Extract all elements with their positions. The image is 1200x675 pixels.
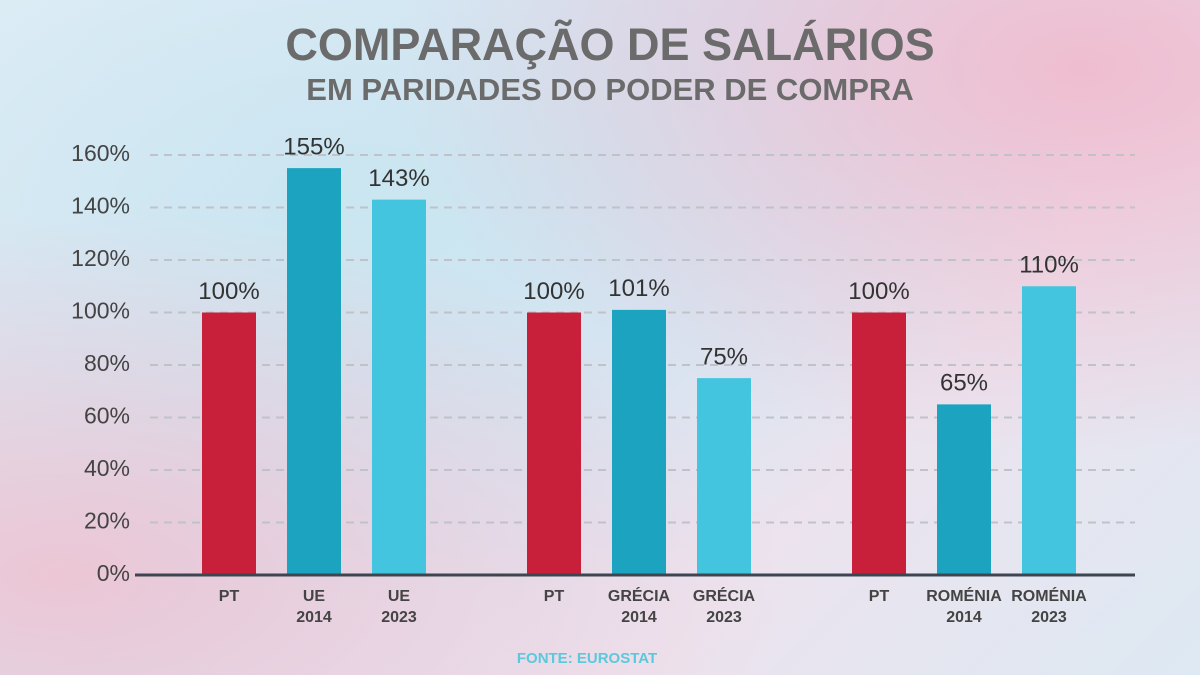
bar xyxy=(612,309,666,575)
x-tick-label: PT xyxy=(218,588,240,605)
y-tick-label: 80% xyxy=(84,350,130,376)
bar xyxy=(937,404,991,575)
value-label: 65% xyxy=(940,370,988,397)
bar xyxy=(697,378,751,575)
x-tick-label: ROMÉNIA 2023 xyxy=(1011,588,1087,626)
value-label: 143% xyxy=(368,165,429,192)
value-label: 110% xyxy=(1019,252,1079,279)
x-tick-label: GRÉCIA 2023 xyxy=(692,588,756,626)
bar xyxy=(202,312,256,575)
bar xyxy=(1022,286,1076,575)
bar xyxy=(527,312,581,575)
x-tick-label: ROMÉNIA 2014 xyxy=(926,588,1002,626)
value-label: 155% xyxy=(283,133,344,160)
y-tick-label: 20% xyxy=(84,508,130,534)
y-tick-label: 40% xyxy=(84,455,130,481)
value-label: 100% xyxy=(848,278,909,305)
x-tick-label: PT xyxy=(543,588,565,605)
y-tick-label: 120% xyxy=(71,245,130,271)
value-label: 100% xyxy=(523,278,584,305)
value-label: 100% xyxy=(198,278,259,305)
y-tick-label: 100% xyxy=(71,298,130,324)
y-tick-label: 140% xyxy=(71,193,130,219)
x-tick-label: UE 2023 xyxy=(381,588,417,626)
x-tick-label: UE 2014 xyxy=(296,588,332,626)
x-tick-label: GRÉCIA 2014 xyxy=(607,588,671,626)
y-tick-label: 0% xyxy=(97,560,130,586)
bar xyxy=(372,199,426,575)
value-label: 75% xyxy=(700,343,748,370)
y-tick-label: 160% xyxy=(71,140,130,166)
source: FONTE: EUROSTAT xyxy=(517,650,657,667)
chart-title: COMPARAÇÃO DE SALÁRIOS xyxy=(285,19,934,70)
chart-subtitle: EM PARIDADES DO PODER DE COMPRA xyxy=(306,72,913,107)
value-label: 101% xyxy=(608,275,669,302)
x-tick-label: PT xyxy=(868,588,890,605)
bar xyxy=(852,312,906,575)
bar xyxy=(287,168,341,575)
y-tick-label: 60% xyxy=(84,403,130,429)
